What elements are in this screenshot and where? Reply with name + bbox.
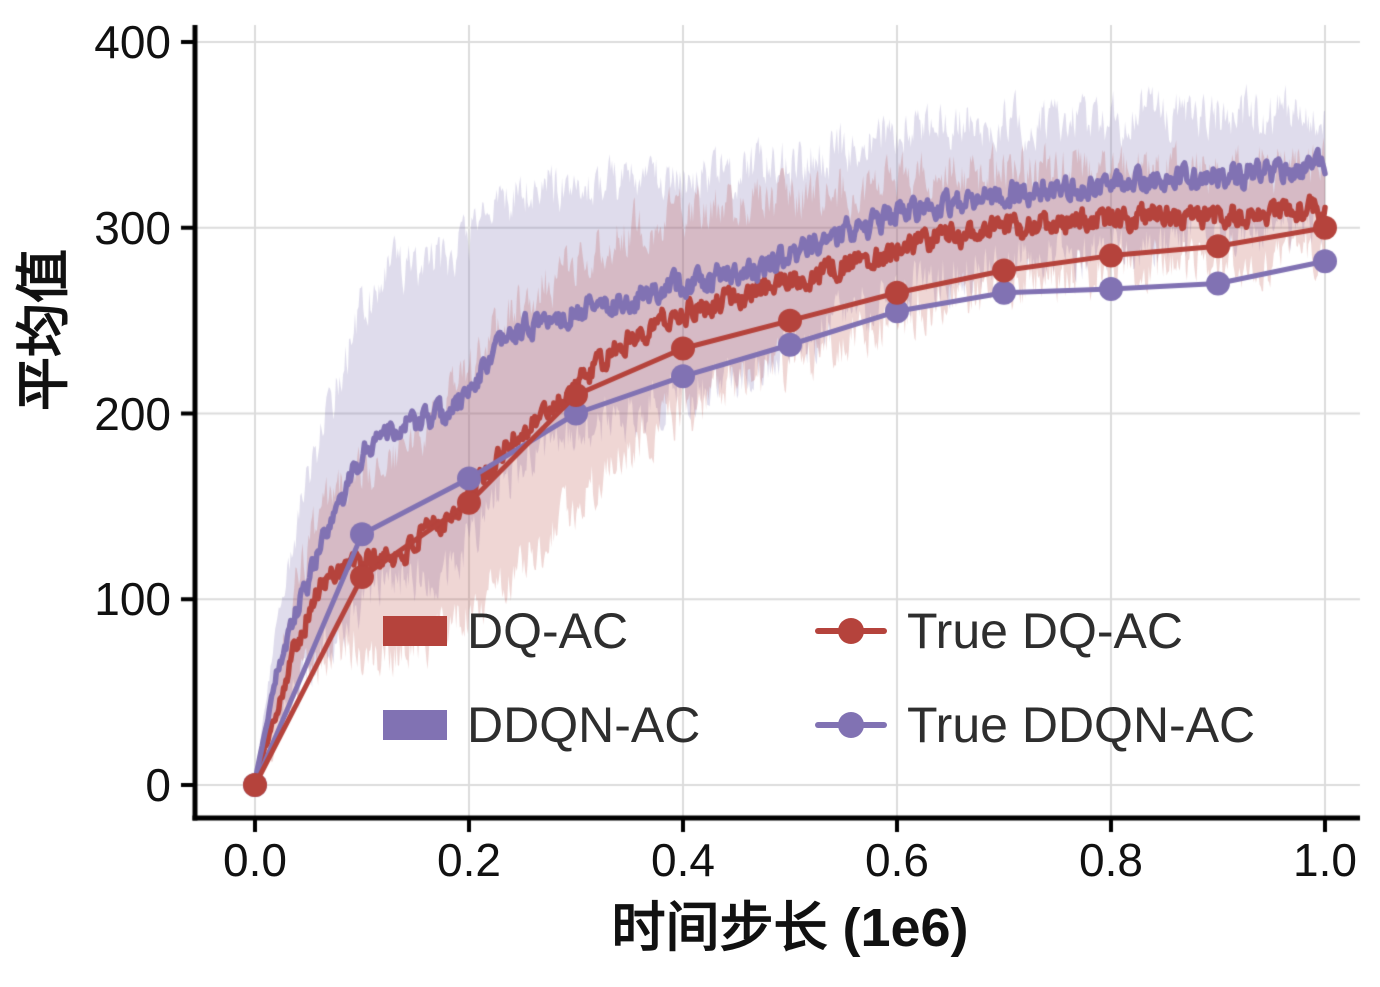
dot-glyph bbox=[838, 712, 864, 738]
legend-item-true-dq-ac: True DQ-AC bbox=[815, 601, 1255, 661]
legend-label-true-ddqn-ac: True DDQN-AC bbox=[907, 697, 1256, 753]
legend-label-true-dq-ac: True DQ-AC bbox=[907, 603, 1183, 659]
y-tick-label: 200 bbox=[94, 387, 171, 440]
legend-item-true-ddqn-ac: True DDQN-AC bbox=[815, 695, 1255, 755]
y-tick-label: 0 bbox=[145, 759, 171, 811]
x-tick-label: 1.0 bbox=[1293, 834, 1357, 886]
y-tick-label: 300 bbox=[94, 201, 171, 254]
true-dq-ac-marker-icon bbox=[815, 616, 887, 646]
true-ddqn-ac-marker-icon bbox=[815, 710, 887, 740]
dq-ac-band-swatch-icon bbox=[383, 616, 447, 646]
legend-label-ddqn-ac: DDQN-AC bbox=[467, 697, 701, 753]
x-tick-label: 0.6 bbox=[865, 834, 929, 886]
y-axis-label: 平均值 bbox=[14, 249, 74, 411]
legend-item-ddqn-ac: DDQN-AC bbox=[383, 695, 815, 755]
x-tick-label: 0.8 bbox=[1079, 834, 1143, 886]
x-tick-label: 0.0 bbox=[223, 834, 287, 886]
legend: DQ-AC True DQ-AC DDQN-AC True DDQN-AC bbox=[383, 601, 1255, 755]
x-axis-label: 时间步长 (1e6) bbox=[611, 898, 969, 958]
y-tick-label: 400 bbox=[94, 16, 171, 68]
x-tick-label: 0.4 bbox=[651, 834, 715, 886]
dot-glyph bbox=[838, 618, 864, 644]
ddqn-ac-band-swatch-icon bbox=[383, 710, 447, 740]
x-tick-label: 0.2 bbox=[437, 834, 501, 886]
legend-label-dq-ac: DQ-AC bbox=[467, 603, 629, 659]
legend-item-dq-ac: DQ-AC bbox=[383, 601, 815, 661]
y-tick-label: 100 bbox=[94, 573, 171, 626]
